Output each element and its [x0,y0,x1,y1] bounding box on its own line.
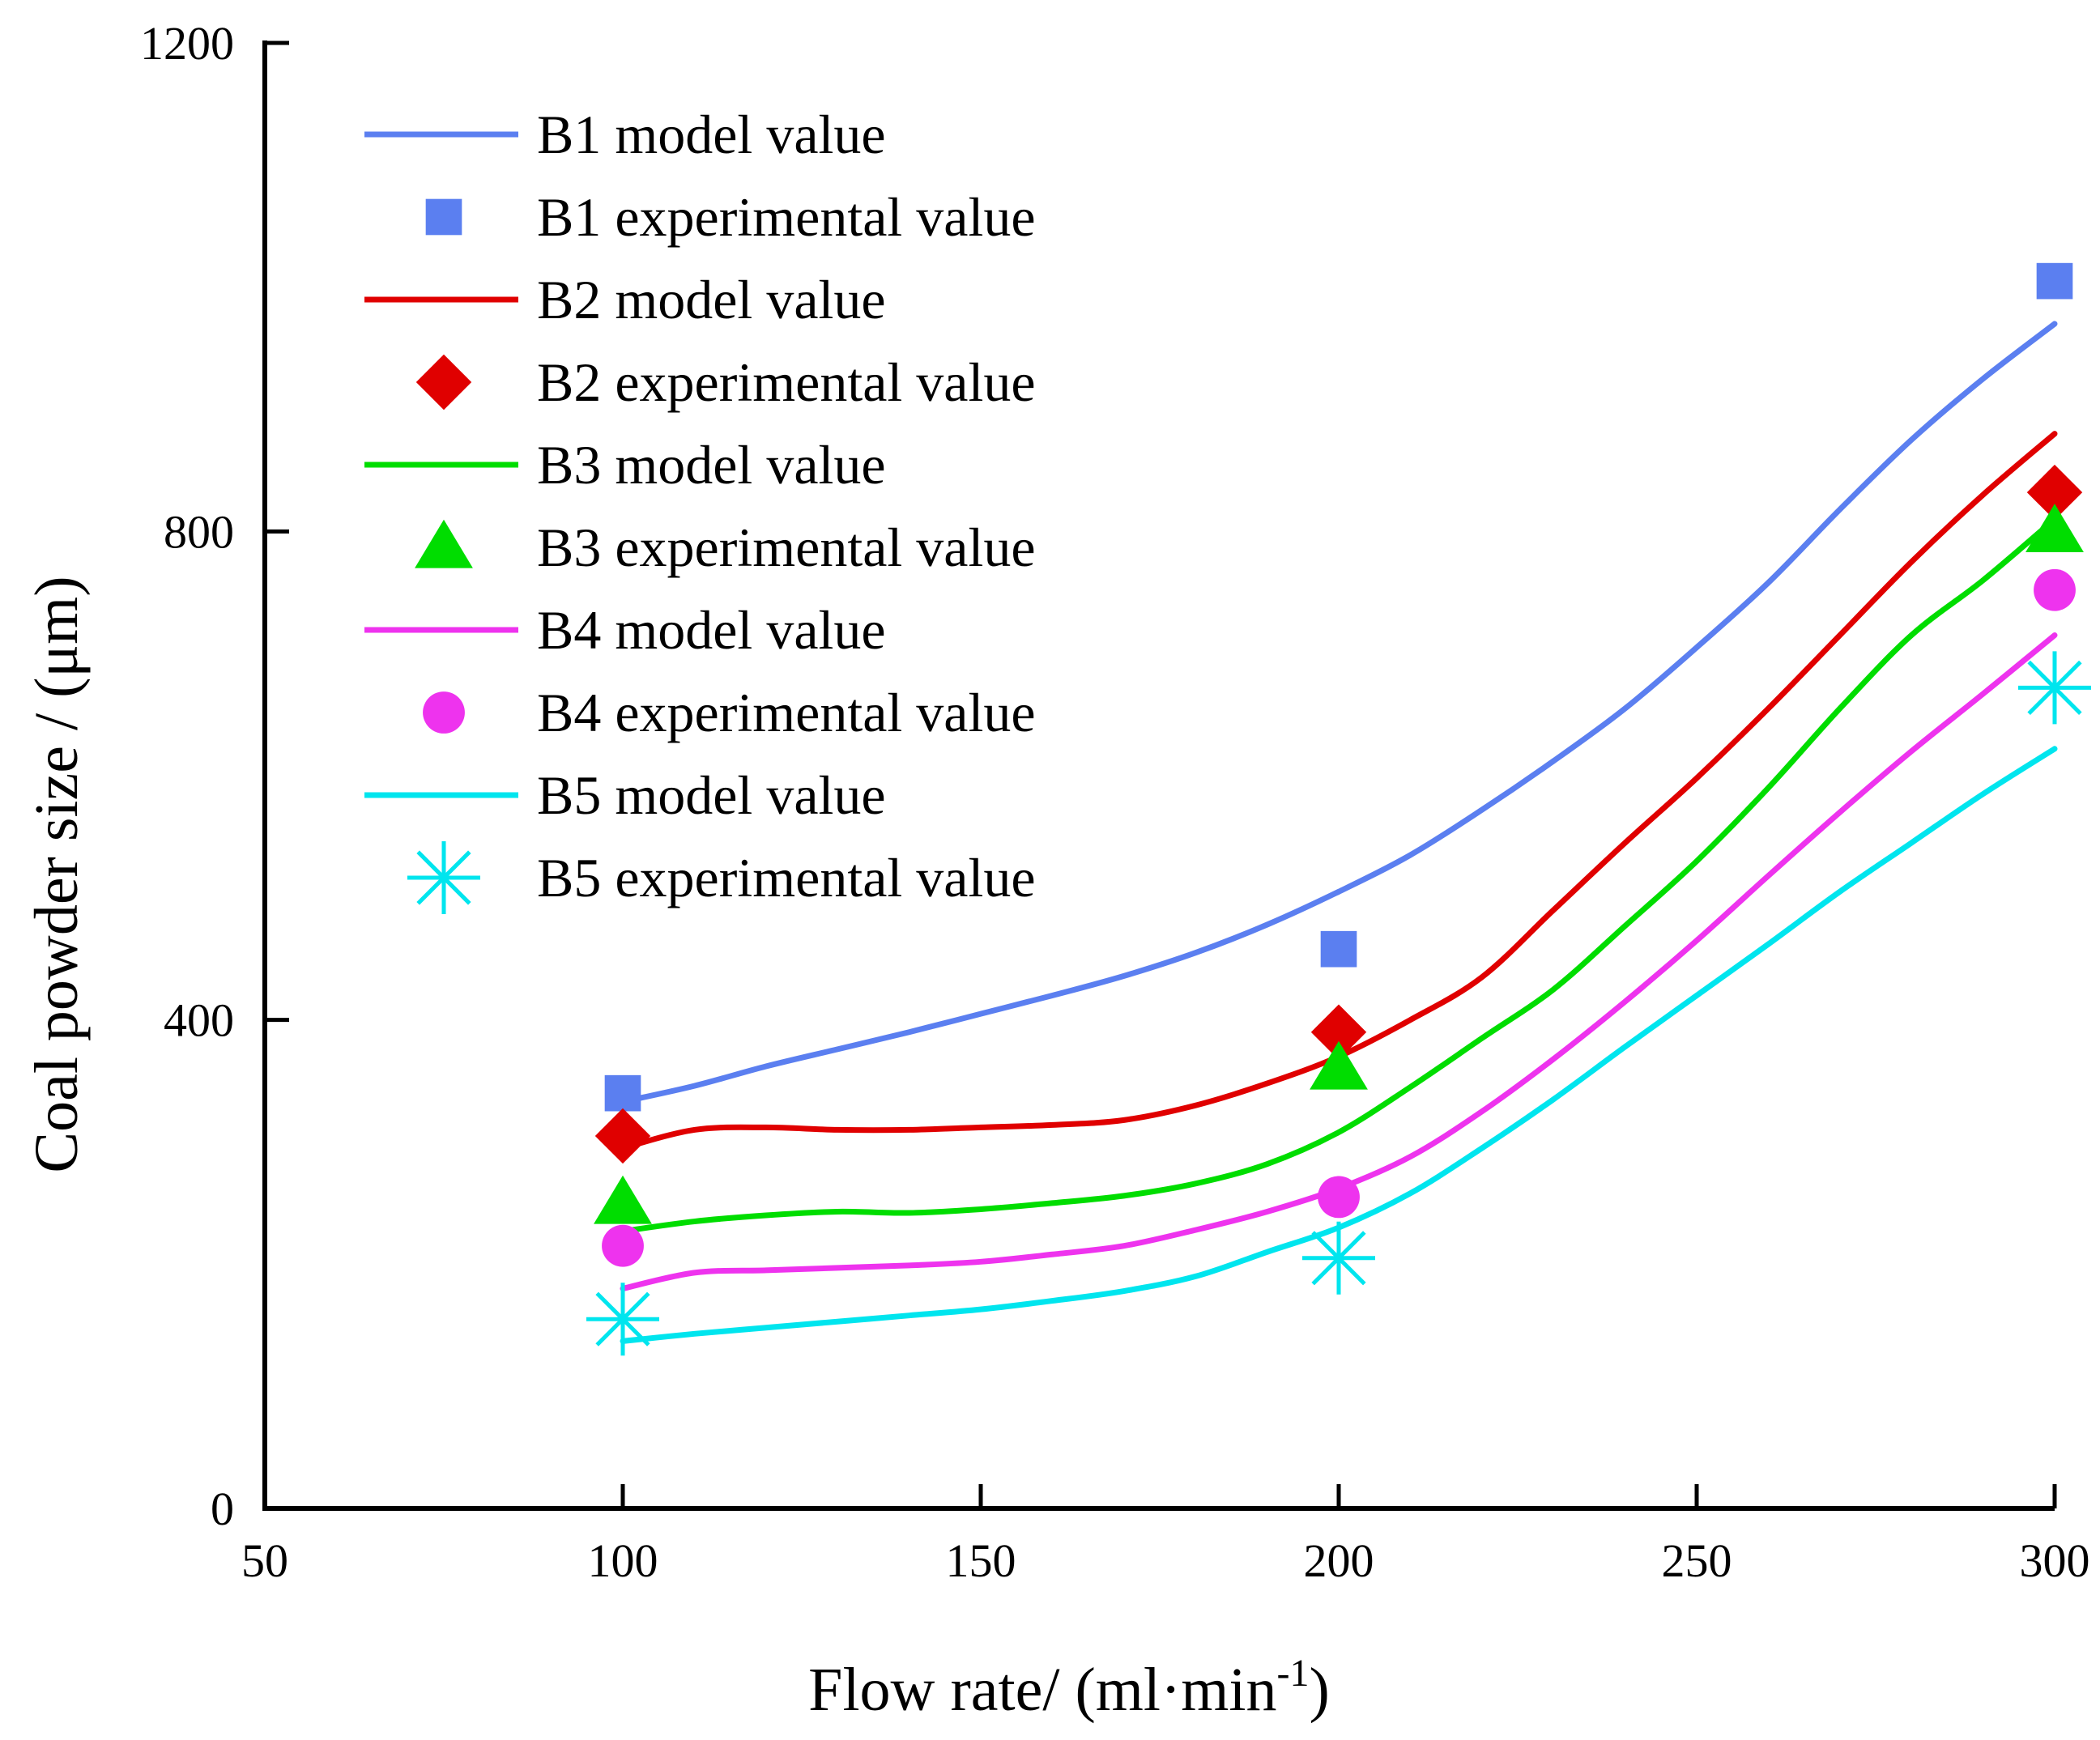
legend-item: B3 experimental value [415,517,1036,578]
legend-item: B3 model value [364,434,886,496]
data-point [594,1175,652,1224]
legend-label: B4 model value [537,599,886,661]
y-tick-label: 0 [211,1483,234,1535]
legend-label: B3 model value [537,434,886,496]
data-point [2026,464,2083,521]
plot-area [586,262,2091,1356]
data-point [602,1224,644,1267]
data-point [2034,568,2076,611]
y-tick-label: 800 [164,505,234,558]
series-line [620,516,2058,1235]
legend: B1 model value B1 experimental value B2 mo… [364,104,1036,914]
legend-marker-swatch [415,354,472,411]
legend-marker-swatch [407,841,480,914]
series-line [620,632,2058,1291]
y-tick-label: 1200 [140,17,234,70]
data-point [2036,262,2073,300]
legend-label: B4 experimental value [537,682,1036,743]
series-b1-model-value [620,321,2058,1105]
legend-marker-swatch [415,519,473,568]
series-b5-model-value [620,746,2058,1344]
y-tick-label: 400 [164,994,234,1047]
x-axis-ticks: 50 100 150 200 250 300 [241,1484,2090,1587]
legend-label: B2 model value [537,269,886,330]
y-axis-ticks: 0 400 800 1200 [140,17,289,1535]
legend-item: B1 experimental value [425,186,1036,248]
legend-marker-swatch [425,198,462,236]
legend-item: B5 experimental value [407,841,1036,914]
x-axis-title: Flow rate/ (ml·min-1) [808,1652,1330,1724]
axes [262,40,2055,1511]
data-point [1310,1040,1368,1090]
legend-item: B1 model value [364,104,886,165]
y-axis-title: Coal powder size / (μm) [23,576,91,1172]
legend-label: B1 model value [537,104,886,165]
series-b5-experimental-value [586,651,2091,1356]
series-b4-experimental-value [602,568,2076,1267]
data-point [1310,1004,1367,1060]
x-tick-label: 200 [1304,1534,1374,1587]
data-point [1318,1176,1360,1219]
series-b3-experimental-value [594,504,2084,1224]
legend-label: B1 experimental value [537,186,1036,248]
legend-label: B5 experimental value [537,847,1036,908]
legend-item: B2 model value [364,269,886,330]
data-point [594,1108,651,1164]
series-line [620,746,2058,1344]
legend-item: B4 experimental value [423,682,1036,743]
series-b3-model-value [620,516,2058,1235]
x-tick-label: 50 [241,1534,288,1587]
x-tick-label: 250 [1662,1534,1732,1587]
series-b4-model-value [620,632,2058,1291]
x-tick-label: 150 [946,1534,1016,1587]
data-point [1302,1221,1375,1295]
legend-item: B2 experimental value [415,351,1036,413]
x-tick-label: 100 [588,1534,658,1587]
data-point [2018,651,2091,725]
series-line [620,431,2058,1151]
data-point [586,1283,659,1356]
data-point [2025,504,2084,552]
legend-item: B4 model value [364,599,886,661]
data-point [604,1074,641,1112]
legend-label: B2 experimental value [537,351,1036,413]
series-b2-experimental-value [594,464,2083,1164]
series-b1-experimental-value [604,262,2073,1112]
legend-marker-swatch [423,691,465,734]
data-point [1320,930,1357,968]
legend-item: B5 model value [364,764,886,826]
series-b2-model-value [620,431,2058,1151]
series-line [620,321,2058,1105]
legend-label: B3 experimental value [537,517,1036,578]
legend-label: B5 model value [537,764,886,826]
x-tick-label: 300 [2020,1534,2090,1587]
